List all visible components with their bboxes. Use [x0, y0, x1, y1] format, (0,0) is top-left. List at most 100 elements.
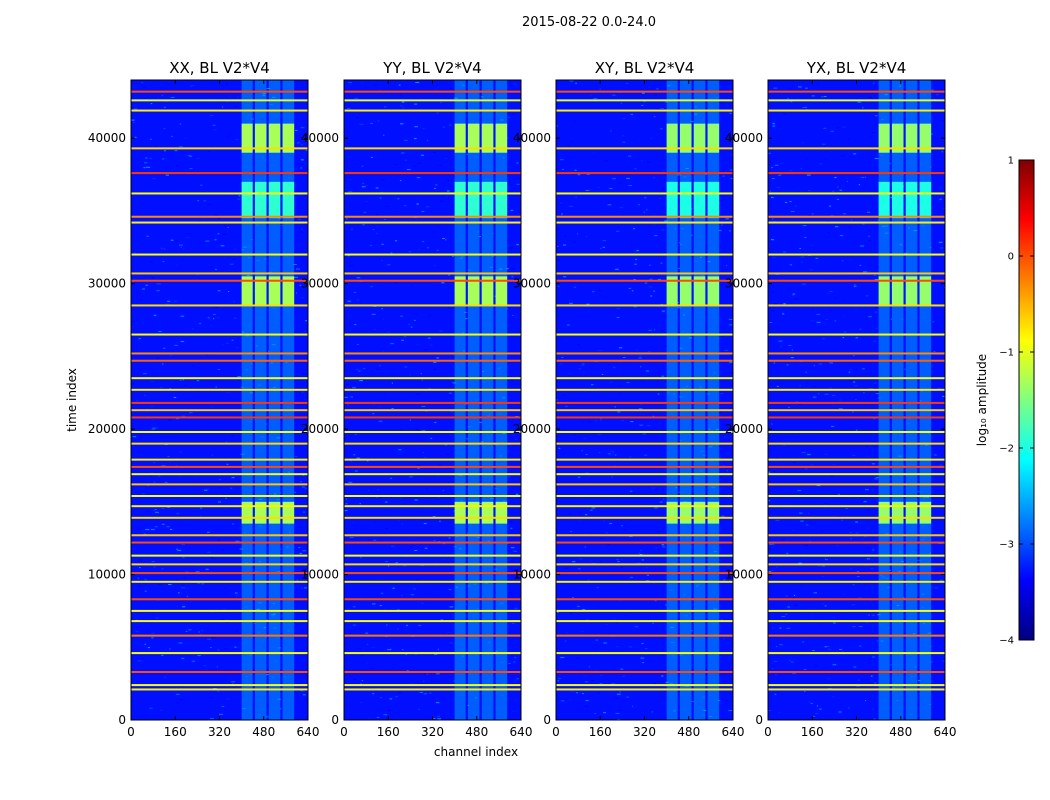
rfi-burst: [878, 276, 890, 306]
flagged-row: [556, 192, 733, 195]
flagged-row: [556, 99, 733, 102]
colorbar-tick-label: 0: [1008, 252, 1014, 263]
flagged-row: [768, 99, 945, 102]
flagged-row: [344, 359, 521, 362]
flagged-row: [344, 99, 521, 102]
rfi-burst: [282, 276, 295, 306]
rfi-burst: [878, 501, 890, 524]
flagged-row: [556, 598, 733, 601]
flagged-row: [556, 90, 733, 93]
y-tick-label: 10000: [88, 568, 126, 582]
flagged-row: [131, 634, 308, 637]
rfi-burst: [905, 501, 918, 524]
flagged-row: [768, 147, 945, 150]
flagged-row: [768, 684, 945, 687]
flagged-row: [556, 272, 733, 275]
flagged-row: [131, 652, 308, 655]
flagged-row: [768, 221, 945, 224]
rfi-channel-block: [282, 80, 295, 720]
flagged-row: [768, 333, 945, 336]
rfi-burst: [241, 181, 253, 219]
rfi-burst: [254, 501, 267, 524]
flagged-row: [768, 598, 945, 601]
flagged-row: [768, 483, 945, 486]
panel-heatmap: [556, 80, 733, 720]
rfi-burst: [693, 123, 706, 153]
flagged-row: [768, 215, 945, 218]
panel-4: YX, BL V2*V4 0 160 320 480 640 0 10000 20000 3000…: [725, 59, 957, 739]
flagged-row: [344, 598, 521, 601]
flagged-row: [556, 215, 733, 218]
x-tick-label: 160: [589, 725, 612, 739]
rfi-channel-block: [919, 80, 932, 720]
rfi-burst: [268, 501, 281, 524]
flagged-row: [768, 554, 945, 557]
flagged-row: [344, 388, 521, 391]
flagged-row: [131, 279, 308, 282]
flagged-row: [131, 215, 308, 218]
flagged-row: [344, 580, 521, 583]
rfi-burst: [891, 181, 904, 219]
flagged-row: [768, 272, 945, 275]
flagged-row: [131, 563, 308, 566]
colorbar-tick-label: −3: [999, 540, 1014, 551]
flagged-row: [344, 279, 521, 282]
flagged-row: [768, 465, 945, 468]
rfi-burst: [707, 181, 720, 219]
flagged-row: [344, 554, 521, 557]
flagged-row: [556, 541, 733, 544]
flagged-row: [556, 580, 733, 583]
panel-title: XY, BL V2*V4: [595, 59, 695, 77]
panel-3: XY, BL V2*V4 0 160 320 480 640 0 10000 20000 3000…: [513, 59, 745, 739]
flagged-row: [344, 572, 521, 575]
rfi-burst: [679, 276, 692, 306]
rfi-burst: [467, 501, 480, 524]
flagged-row: [768, 377, 945, 380]
rfi-burst: [254, 123, 267, 153]
flagged-row: [556, 377, 733, 380]
rfi-burst: [241, 501, 253, 524]
flagged-row: [131, 221, 308, 224]
flagged-row: [556, 572, 733, 575]
flagged-row: [344, 684, 521, 687]
flagged-row: [344, 192, 521, 195]
rfi-channel-block: [254, 80, 267, 720]
rfi-channel-block: [891, 80, 904, 720]
flagged-row: [556, 620, 733, 623]
flagged-row: [768, 458, 945, 461]
x-tick-label: 160: [801, 725, 824, 739]
flagged-row: [768, 541, 945, 544]
rfi-burst: [454, 123, 466, 153]
colorbar-tick-label: −2: [999, 444, 1014, 455]
rfi-burst: [268, 181, 281, 219]
flagged-row: [344, 409, 521, 412]
flagged-row: [131, 147, 308, 150]
flagged-row: [768, 473, 945, 476]
flagged-row: [556, 221, 733, 224]
flagged-row: [768, 652, 945, 655]
x-tick-label: 480: [889, 725, 912, 739]
flagged-row: [556, 684, 733, 687]
flagged-row: [344, 652, 521, 655]
heatmap-background: [344, 80, 521, 720]
flagged-row: [556, 634, 733, 637]
flagged-row: [556, 442, 733, 445]
y-tick-label: 0: [755, 713, 763, 727]
rfi-burst: [679, 501, 692, 524]
rfi-channel-block: [454, 80, 466, 720]
rfi-burst: [693, 276, 706, 306]
flagged-row: [344, 401, 521, 404]
flagged-row: [131, 458, 308, 461]
flagged-row: [556, 458, 733, 461]
flagged-row: [768, 563, 945, 566]
rfi-burst: [282, 181, 295, 219]
y-tick-label: 20000: [725, 422, 763, 436]
panels: XX, BL V2*V4 0 160 320 480 640 0 10000 20000 3000…: [88, 59, 957, 739]
flagged-row: [768, 516, 945, 519]
figure-suptitle: 2015-08-22 0.0-24.0: [522, 15, 656, 30]
flagged-row: [344, 495, 521, 497]
flagged-row: [344, 473, 521, 476]
x-tick-label: 480: [252, 725, 275, 739]
flagged-row: [768, 495, 945, 497]
flagged-row: [131, 688, 308, 691]
